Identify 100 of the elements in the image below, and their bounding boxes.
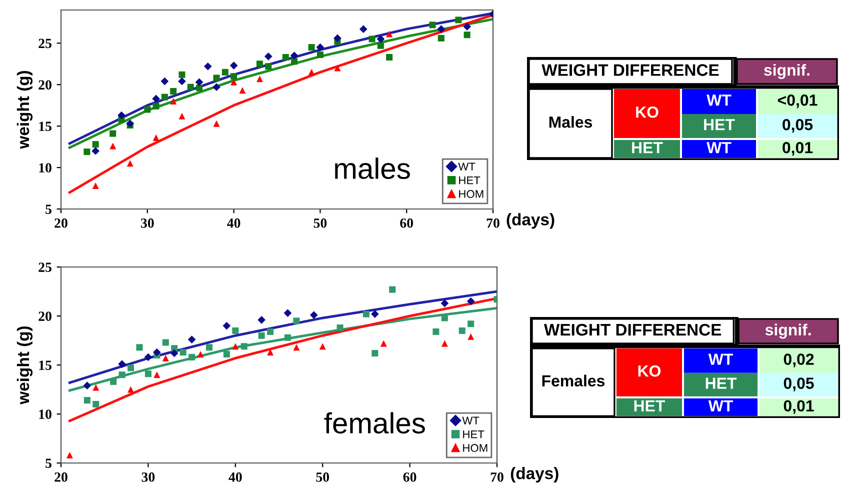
x-tick-label: 20	[54, 472, 68, 482]
point	[178, 77, 186, 86]
text: KO	[636, 106, 658, 118]
x-tick-label: 60	[403, 472, 416, 482]
point	[359, 25, 368, 33]
point	[293, 344, 300, 351]
point	[162, 354, 169, 362]
point	[310, 311, 318, 319]
text: signif.	[765, 324, 811, 339]
point	[377, 42, 384, 49]
point	[468, 333, 474, 340]
point	[308, 44, 315, 51]
text: 0,01	[784, 400, 814, 414]
point	[240, 343, 248, 350]
point	[222, 322, 231, 330]
point	[334, 34, 342, 42]
point	[197, 350, 204, 358]
point	[213, 120, 220, 127]
point	[389, 286, 396, 293]
point	[66, 452, 73, 458]
text: 0,05	[784, 378, 814, 392]
point	[213, 74, 220, 82]
point	[92, 400, 100, 408]
text: HET	[706, 378, 737, 389]
legend-label: HET	[463, 430, 484, 438]
point	[195, 78, 204, 86]
point	[170, 349, 178, 358]
point	[128, 386, 134, 393]
y-tick-label: 10	[39, 163, 52, 172]
point	[188, 336, 196, 344]
text: WT	[708, 354, 734, 365]
point	[284, 334, 291, 341]
point	[267, 328, 274, 335]
line-series	[68, 306, 497, 392]
point	[162, 339, 169, 346]
x-tick-label: 40	[228, 472, 242, 482]
point	[370, 310, 379, 318]
point	[154, 372, 160, 378]
point	[376, 35, 385, 43]
point	[230, 73, 238, 80]
point	[336, 324, 344, 332]
y-tick-label: 20	[38, 80, 52, 90]
point	[196, 84, 202, 92]
point	[256, 76, 263, 82]
point	[110, 142, 116, 150]
point	[319, 343, 326, 350]
x-tick-label: 70	[486, 218, 500, 228]
point	[282, 54, 289, 61]
point	[118, 360, 126, 368]
x-tick-label: 60	[400, 218, 414, 228]
point	[178, 71, 186, 78]
y-tick-label: 15	[39, 122, 52, 132]
point	[118, 111, 126, 120]
point	[440, 299, 449, 308]
point	[455, 16, 462, 24]
text: signif.	[764, 64, 810, 79]
point	[372, 350, 378, 356]
x-tick-label: 50	[314, 218, 327, 228]
x-tick-label: 70	[490, 472, 504, 482]
legend-label: HET	[459, 176, 480, 184]
point	[136, 344, 143, 351]
point	[144, 353, 152, 362]
point	[187, 84, 194, 90]
text: HET	[704, 119, 735, 130]
point	[291, 58, 298, 65]
y-tick-label: 5	[46, 458, 52, 468]
point	[267, 349, 274, 356]
text: Females	[542, 374, 605, 386]
text: <0,01	[778, 94, 818, 108]
text: WEIGHT DIFFERENCE	[542, 64, 719, 76]
point	[170, 98, 177, 104]
y-tick-label: 5	[46, 204, 52, 214]
y-tick-label: 25	[38, 38, 52, 48]
point	[126, 160, 134, 167]
point	[334, 64, 341, 72]
point	[232, 343, 239, 350]
point	[152, 348, 161, 356]
point	[204, 62, 212, 70]
point	[170, 88, 177, 95]
point	[265, 63, 272, 70]
point	[232, 327, 239, 334]
point	[441, 314, 448, 322]
legend-label: HOM	[463, 444, 488, 452]
point	[212, 83, 220, 92]
point	[284, 309, 292, 317]
point	[258, 316, 266, 324]
y-tick-label: 15	[39, 360, 52, 370]
x-tick-label: 20	[54, 218, 68, 228]
point	[92, 182, 99, 190]
text: HET	[632, 142, 663, 154]
point	[92, 141, 99, 148]
text: KO	[638, 365, 661, 377]
annotation: males	[335, 158, 410, 180]
point	[368, 36, 376, 42]
x-tick-label: 50	[316, 472, 330, 482]
point	[92, 147, 100, 155]
x-axis-title: (days)	[510, 466, 558, 483]
point	[126, 120, 134, 128]
text: HET	[634, 400, 666, 412]
point	[230, 62, 238, 70]
